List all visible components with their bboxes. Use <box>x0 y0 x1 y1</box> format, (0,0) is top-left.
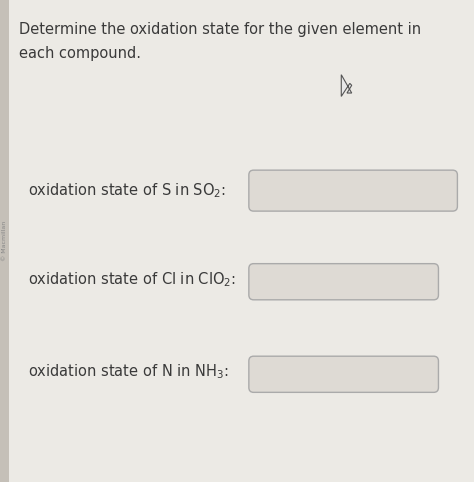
Text: oxidation state of N in NH$_{3}$:: oxidation state of N in NH$_{3}$: <box>28 363 229 381</box>
Text: © Macmillan: © Macmillan <box>2 221 7 261</box>
Polygon shape <box>341 75 352 96</box>
Text: oxidation state of S in SO$_{2}$:: oxidation state of S in SO$_{2}$: <box>28 181 227 200</box>
FancyBboxPatch shape <box>249 170 457 211</box>
Text: each compound.: each compound. <box>19 46 141 61</box>
Text: oxidation state of Cl in ClO$_{2}$:: oxidation state of Cl in ClO$_{2}$: <box>28 270 237 289</box>
FancyBboxPatch shape <box>0 0 9 482</box>
FancyBboxPatch shape <box>249 356 438 392</box>
Text: Determine the oxidation state for the given element in: Determine the oxidation state for the gi… <box>19 22 421 37</box>
FancyBboxPatch shape <box>249 264 438 300</box>
